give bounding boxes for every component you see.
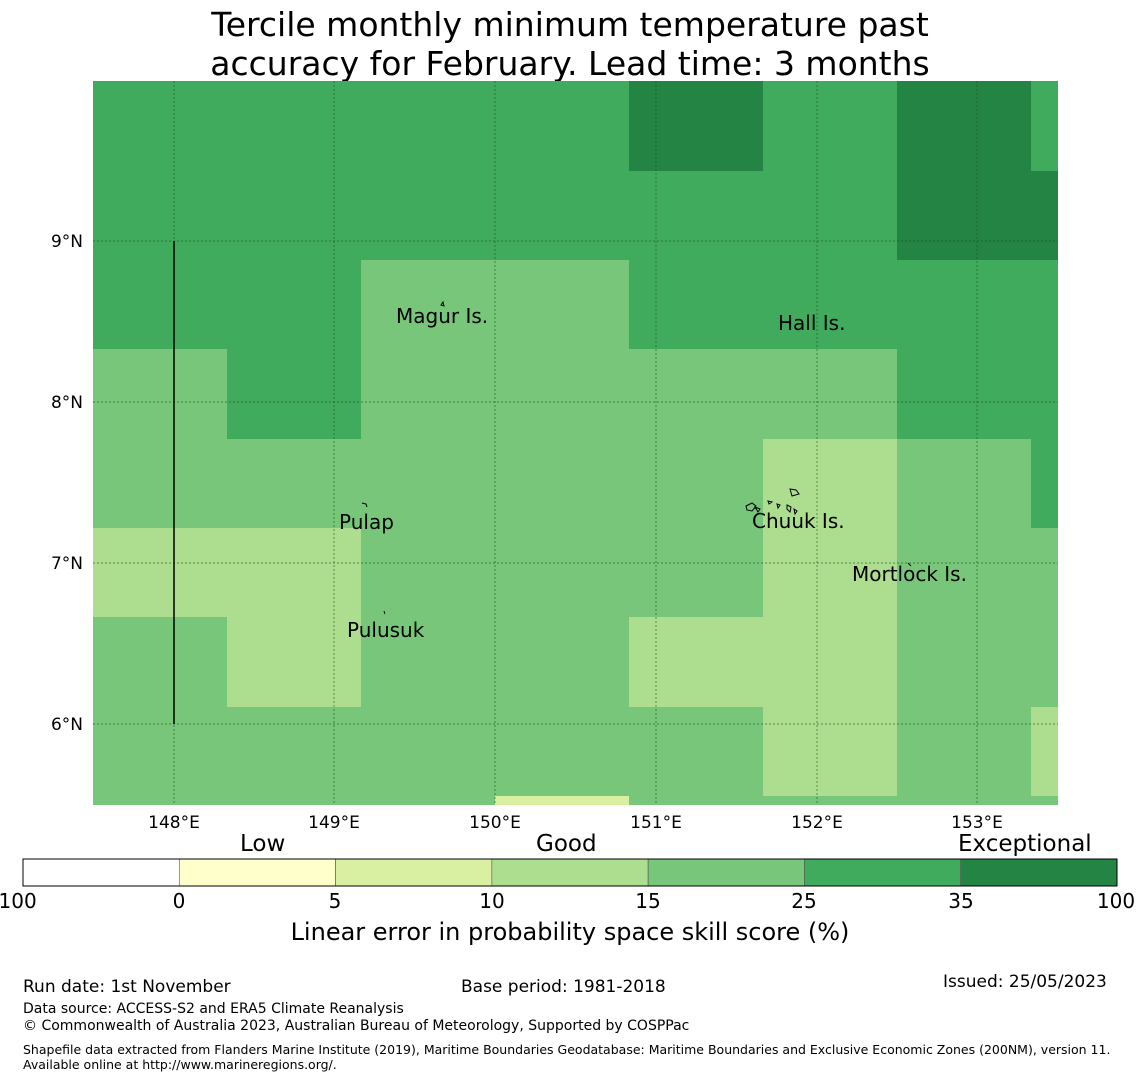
place-label-hall: Hall Is.: [778, 311, 845, 335]
grid-cell: [897, 349, 1058, 439]
lon-label: 149°E: [308, 813, 360, 833]
map-title-line-2: accuracy for February. Lead time: 3 mont…: [210, 44, 930, 83]
colorbar-tick: 0: [172, 889, 186, 913]
colorbar-segment: [22, 858, 180, 887]
lon-label: 151°E: [630, 813, 682, 833]
place-label-pulap: Pulap: [339, 510, 394, 534]
issued-date: Issued: 25/05/2023: [943, 972, 1107, 992]
colorbar-tick: 15: [635, 889, 661, 913]
grid-cell: [1031, 707, 1058, 796]
colorbar-tick: 10: [479, 889, 505, 913]
colorbar-outline: [22, 858, 1118, 887]
island-outlines: [361, 300, 912, 615]
map-title-line-1: Tercile monthly minimum temperature past: [211, 5, 929, 44]
colorbar-tick: 100: [1096, 889, 1136, 913]
grid-cell: [629, 81, 763, 171]
grid-cell: [495, 796, 629, 805]
colorbar-title: Linear error in probability space skill …: [290, 918, 850, 946]
grid-cell: [1031, 171, 1058, 260]
data-source: Data source: ACCESS-S2 and ERA5 Climate …: [23, 1001, 404, 1017]
lat-label: 9°N: [51, 232, 83, 252]
lon-label: 152°E: [791, 813, 843, 833]
colorbar-segment: [335, 858, 493, 887]
colorbar-tick: 5: [328, 889, 342, 913]
lon-label: 153°E: [951, 813, 1003, 833]
place-label-chuuk: Chuuk Is.: [752, 509, 845, 533]
lon-label: 148°E: [148, 813, 200, 833]
lat-label: 6°N: [51, 715, 83, 735]
copyright-notice: © Commonwealth of Australia 2023, Austra…: [23, 1018, 690, 1034]
colorbar: [22, 858, 1118, 887]
chuuk-islands: [745, 488, 800, 516]
grid-cell: [93, 528, 361, 617]
colorbar-category-exceptional: Exceptional: [958, 831, 1092, 857]
colorbar-segment: [491, 858, 649, 887]
magur-island: [440, 300, 445, 307]
grid-cell: [227, 349, 361, 439]
base-period: Base period: 1981-2018: [461, 977, 666, 997]
lat-label: 8°N: [51, 393, 83, 413]
colorbar-segment: [960, 858, 1118, 887]
run-date: Run date: 1st November: [23, 977, 231, 997]
lat-label: 7°N: [51, 554, 83, 574]
place-label-magur: Magur Is.: [396, 304, 488, 328]
colorbar-tick: 35: [948, 889, 974, 913]
lon-label: 150°E: [469, 813, 521, 833]
place-label-pulusuk: Pulusuk: [347, 618, 425, 642]
pulusuk-island: [383, 610, 386, 615]
mortlock-island: [907, 562, 912, 567]
gridlines: [93, 81, 1058, 805]
grid-cell: [629, 617, 763, 707]
grid-cell: [897, 81, 1031, 260]
colorbar-tick: 25: [791, 889, 817, 913]
latitude-axis: 9°N 8°N 7°N 6°N: [51, 232, 83, 735]
grid-cell: [763, 439, 897, 796]
colorbar-segment: [178, 858, 336, 887]
colorbar-tick: -100: [0, 889, 37, 913]
grid-cell: [227, 617, 361, 707]
colorbar-category-low: Low: [240, 831, 286, 857]
place-label-mortlock: Mortlock Is.: [852, 562, 967, 586]
colorbar-category-good: Good: [536, 831, 597, 857]
colorbar-segment: [647, 858, 805, 887]
colorbar-segment: [804, 858, 962, 887]
pulap-island: [361, 502, 368, 508]
grid-cell: [1031, 439, 1058, 528]
shapefile-credit: Shapefile data extracted from Flanders M…: [23, 1042, 1111, 1072]
place-labels: Magur Is. Hall Is. Pulap Chuuk Is. Mortl…: [339, 304, 967, 642]
longitude-axis: 148°E 149°E 150°E 151°E 152°E 153°E: [148, 813, 1003, 833]
